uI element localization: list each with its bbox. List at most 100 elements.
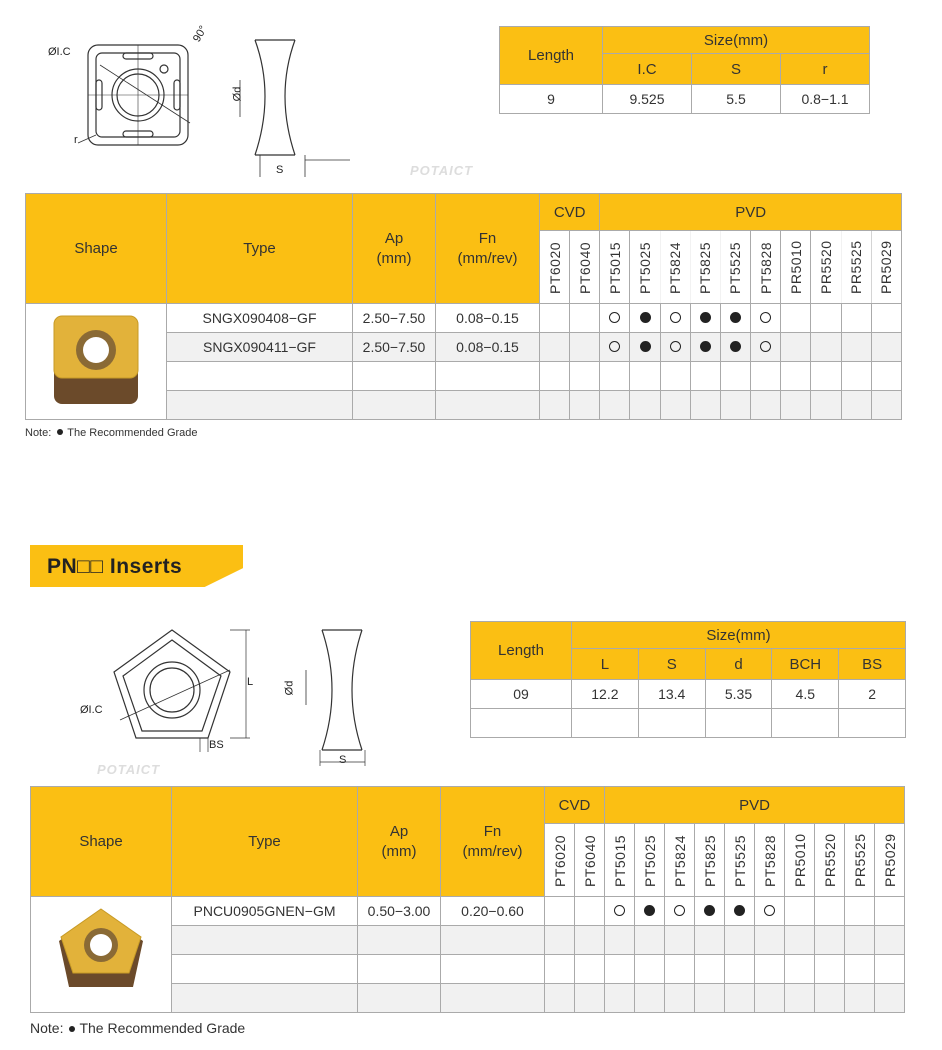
grade-cell (538, 390, 571, 420)
grade-row (26, 361, 903, 391)
fn-cell: 0.08−0.15 (435, 332, 540, 362)
grade-cell (750, 390, 782, 420)
grade-header-pr5010: PR5010 (780, 230, 811, 304)
grade-cell (719, 361, 752, 391)
filled-circle-icon (704, 905, 715, 916)
open-circle-icon (669, 341, 681, 352)
grade-cell (780, 390, 812, 420)
note-label: Note: (25, 427, 52, 439)
grade-header-pt5824: PT5824 (660, 230, 691, 304)
grade-cell (844, 925, 875, 955)
type-cell: PNCU0905GNEN−GM (171, 896, 358, 926)
grade-cell (544, 896, 575, 926)
grade-cell (810, 390, 842, 420)
grade-cell (784, 896, 815, 926)
grade-cell (659, 303, 691, 333)
fn-cell (440, 954, 545, 984)
grade-cell (538, 361, 571, 391)
grade-header-pt5825: PT5825 (690, 230, 721, 304)
size-cell (637, 708, 706, 738)
ap-cell (357, 983, 441, 1013)
grade-cell (629, 361, 661, 391)
fn-header: Fn (mm/rev) (440, 786, 545, 897)
grade-cell (750, 361, 782, 391)
note-1: Note: The Recommended Grade (25, 427, 198, 439)
grade-cell (689, 361, 721, 391)
grade-cell (694, 896, 725, 926)
cvd-header: CVD (538, 193, 601, 231)
fn-header: Fn (mm/rev) (435, 193, 540, 304)
size-col-header: L (571, 648, 639, 680)
grade-cell (724, 925, 755, 955)
grade-header-pr5029: PR5029 (871, 230, 902, 304)
note-text: The Recommended Grade (79, 1020, 246, 1036)
grade-header-pt6040: PT6040 (569, 230, 600, 304)
type-cell (166, 390, 353, 420)
grade-cell (719, 390, 752, 420)
length-header: Length (470, 621, 572, 680)
grade-cell (604, 983, 635, 1013)
open-circle-icon (760, 341, 772, 352)
grade-header-pr5010: PR5010 (784, 823, 815, 897)
filled-circle-icon (644, 905, 655, 916)
grade-cell (604, 925, 635, 955)
d-label: Ød (231, 86, 244, 102)
grade-header-pt5825: PT5825 (694, 823, 725, 897)
grade-cell (599, 303, 631, 333)
grade-cell (544, 954, 575, 984)
type-cell: SNGX090411−GF (166, 332, 353, 362)
size-cell: 5.35 (704, 679, 773, 709)
pvd-header: PVD (604, 786, 905, 824)
grade-cell (750, 332, 782, 362)
grade-cell (659, 390, 691, 420)
grade-cell (599, 361, 631, 391)
watermark-logo: POTAICT (97, 762, 161, 777)
fn-cell (435, 390, 540, 420)
size-cell: 13.4 (637, 679, 706, 709)
grade-cell (664, 925, 695, 955)
size-cell: 09 (470, 679, 572, 709)
open-circle-icon (609, 341, 621, 352)
ap-cell: 0.50−3.00 (357, 896, 441, 926)
open-circle-icon (760, 312, 772, 323)
filled-dot-icon (57, 429, 64, 435)
grade-cell (784, 954, 815, 984)
grade-cell (694, 925, 725, 955)
grade-cell (629, 390, 661, 420)
grade-cell (634, 983, 665, 1013)
grade-cell (810, 303, 842, 333)
grade-row (31, 983, 905, 1013)
grade-header-pr5029: PR5029 (874, 823, 905, 897)
pvd-header: PVD (599, 193, 902, 231)
size-cell (571, 708, 639, 738)
grade-cell (840, 303, 872, 333)
size-col-header: d (704, 648, 773, 680)
size-cell (838, 708, 906, 738)
ap-header: Ap (mm) (357, 786, 441, 897)
fn-cell (435, 361, 540, 391)
section-title: PN□□ Inserts (30, 545, 243, 587)
ap-cell (352, 390, 436, 420)
bs-label: BS (209, 739, 224, 751)
note-2: Note: The Recommended Grade (30, 1020, 245, 1036)
type-cell (171, 925, 358, 955)
type-cell (171, 954, 358, 984)
grade-cell (544, 983, 575, 1013)
grade-cell (810, 332, 842, 362)
grade-cell (694, 954, 725, 984)
size-row: 09 12.2 13.4 5.35 4.5 2 (470, 679, 906, 709)
grade-cell (844, 983, 875, 1013)
grade-cell (724, 896, 755, 926)
grade-cell (689, 390, 721, 420)
grade-cell (840, 390, 872, 420)
size-col-header: BS (838, 648, 906, 680)
grade-cell (814, 925, 845, 955)
grade-cell (780, 361, 812, 391)
grade-cell (664, 954, 695, 984)
grade-cell (844, 954, 875, 984)
type-cell (171, 983, 358, 1013)
grade-cell (599, 332, 631, 362)
insert-photo (59, 908, 143, 987)
grade-cell (870, 332, 903, 362)
